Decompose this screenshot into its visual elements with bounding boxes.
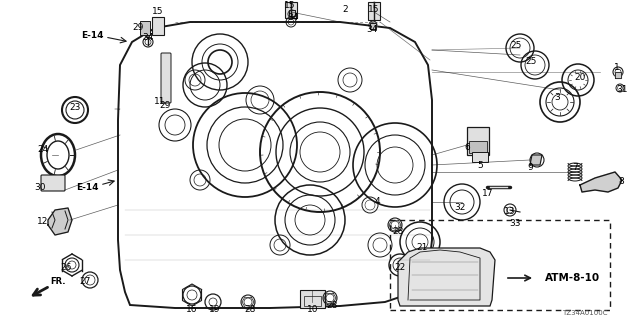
Polygon shape [48, 208, 72, 235]
Text: TZ34A0100C: TZ34A0100C [563, 310, 608, 316]
Text: 29: 29 [159, 100, 171, 109]
Text: 2: 2 [342, 5, 348, 14]
Polygon shape [289, 10, 295, 16]
Text: 33: 33 [509, 220, 521, 228]
Text: 23: 23 [69, 102, 81, 111]
Text: 3: 3 [554, 93, 560, 102]
Bar [304, 296, 321, 306]
Text: E-14: E-14 [81, 30, 103, 39]
Bar [152, 17, 164, 35]
Text: 1: 1 [614, 63, 620, 73]
Text: 31: 31 [616, 85, 628, 94]
Text: 8: 8 [618, 178, 624, 187]
Text: 34: 34 [287, 13, 299, 22]
Text: 25: 25 [510, 41, 522, 50]
Bar [140, 21, 150, 35]
Bar [285, 2, 297, 18]
Text: 12: 12 [37, 218, 49, 227]
Text: 26: 26 [60, 263, 72, 273]
Bar [469, 141, 487, 153]
Text: 32: 32 [454, 204, 466, 212]
Text: 13: 13 [504, 207, 516, 217]
Polygon shape [530, 155, 542, 165]
Bar [472, 152, 488, 162]
Bar [390, 220, 610, 310]
Polygon shape [398, 248, 495, 306]
Text: 7: 7 [572, 164, 578, 172]
Text: 27: 27 [79, 277, 91, 286]
Bar [368, 2, 380, 20]
Bar [467, 127, 489, 155]
Text: 28: 28 [392, 228, 404, 236]
Text: 10: 10 [307, 306, 319, 315]
Text: E-14: E-14 [76, 182, 99, 191]
Text: 4: 4 [374, 197, 380, 206]
Text: 25: 25 [525, 58, 537, 67]
Polygon shape [580, 172, 622, 192]
Text: 16: 16 [186, 306, 198, 315]
Text: ATM-8-10: ATM-8-10 [545, 273, 600, 283]
Text: 15: 15 [284, 2, 296, 11]
Text: 5: 5 [477, 161, 483, 170]
Text: 29: 29 [132, 23, 144, 33]
Text: FR.: FR. [50, 277, 65, 286]
Bar [300, 290, 325, 308]
Text: 6: 6 [464, 143, 470, 153]
Polygon shape [615, 72, 621, 78]
Text: 21: 21 [416, 244, 428, 252]
Text: 11: 11 [154, 98, 166, 107]
Polygon shape [370, 23, 376, 29]
Text: 17: 17 [483, 189, 493, 198]
Text: 28: 28 [244, 306, 256, 315]
Text: 9: 9 [527, 164, 533, 172]
FancyBboxPatch shape [161, 53, 171, 103]
FancyBboxPatch shape [41, 175, 65, 191]
Text: 24: 24 [37, 146, 49, 155]
Text: 19: 19 [209, 306, 221, 315]
Text: 20: 20 [574, 73, 586, 82]
Text: 22: 22 [394, 263, 406, 273]
Text: 34: 34 [142, 33, 154, 42]
Text: 34: 34 [366, 26, 378, 35]
Text: 15: 15 [368, 5, 380, 14]
Text: 15: 15 [152, 7, 164, 17]
Text: 28: 28 [326, 300, 338, 309]
Text: 30: 30 [35, 182, 45, 191]
